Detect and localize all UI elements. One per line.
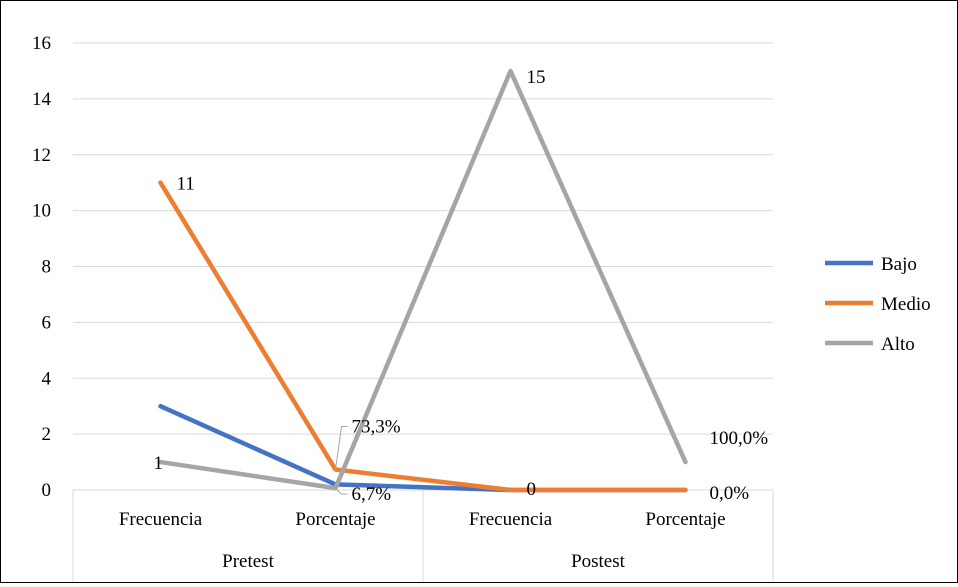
data-label: 15 [527, 67, 546, 88]
data-label: 1 [154, 453, 164, 474]
y-tick-label: 8 [42, 257, 52, 278]
x-category-label: Frecuencia [469, 509, 553, 530]
legend-label: Medio [881, 294, 931, 315]
y-tick-label: 4 [42, 368, 52, 389]
data-label: 73,3% [352, 417, 401, 438]
data-label: 6,7% [352, 484, 392, 505]
data-label-leader [335, 426, 348, 470]
y-tick-label: 12 [32, 145, 51, 166]
data-label: 0 [527, 479, 537, 500]
gridlines [73, 42, 773, 491]
data-labels: 11 73,3% 1 6,7% 15 100,0% 0 0,0% [154, 67, 769, 505]
y-tick-label: 6 [42, 312, 52, 333]
data-label: 11 [177, 174, 195, 195]
x-group-label: Postest [571, 551, 626, 572]
legend: Bajo Medio Alto [825, 254, 931, 355]
data-label-leader [335, 487, 348, 495]
data-label: 0,0% [710, 483, 750, 504]
x-category-labels: Frecuencia Porcentaje Frecuencia Porcentaje [119, 509, 726, 530]
x-group-labels: Pretest Postest [222, 551, 625, 572]
y-tick-label: 10 [32, 201, 51, 222]
legend-label: Bajo [881, 254, 917, 275]
y-tick-label: 2 [42, 424, 52, 445]
y-tick-label: 0 [42, 480, 52, 501]
x-axis [72, 489, 774, 582]
x-category-label: Frecuencia [119, 509, 203, 530]
x-category-label: Porcentaje [645, 509, 725, 530]
series-line-medio [158, 180, 688, 493]
data-label: 100,0% [710, 428, 769, 449]
y-tick-label: 14 [32, 89, 52, 110]
x-category-label: Porcentaje [295, 509, 375, 530]
series-lines [158, 68, 688, 493]
legend-label: Alto [881, 334, 915, 355]
y-tick-labels: 0 2 4 6 8 10 12 14 16 [32, 33, 52, 501]
y-tick-label: 16 [32, 33, 51, 54]
series-line-bajo [158, 403, 688, 493]
series-line-alto [158, 68, 688, 491]
x-group-label: Pretest [222, 551, 274, 572]
